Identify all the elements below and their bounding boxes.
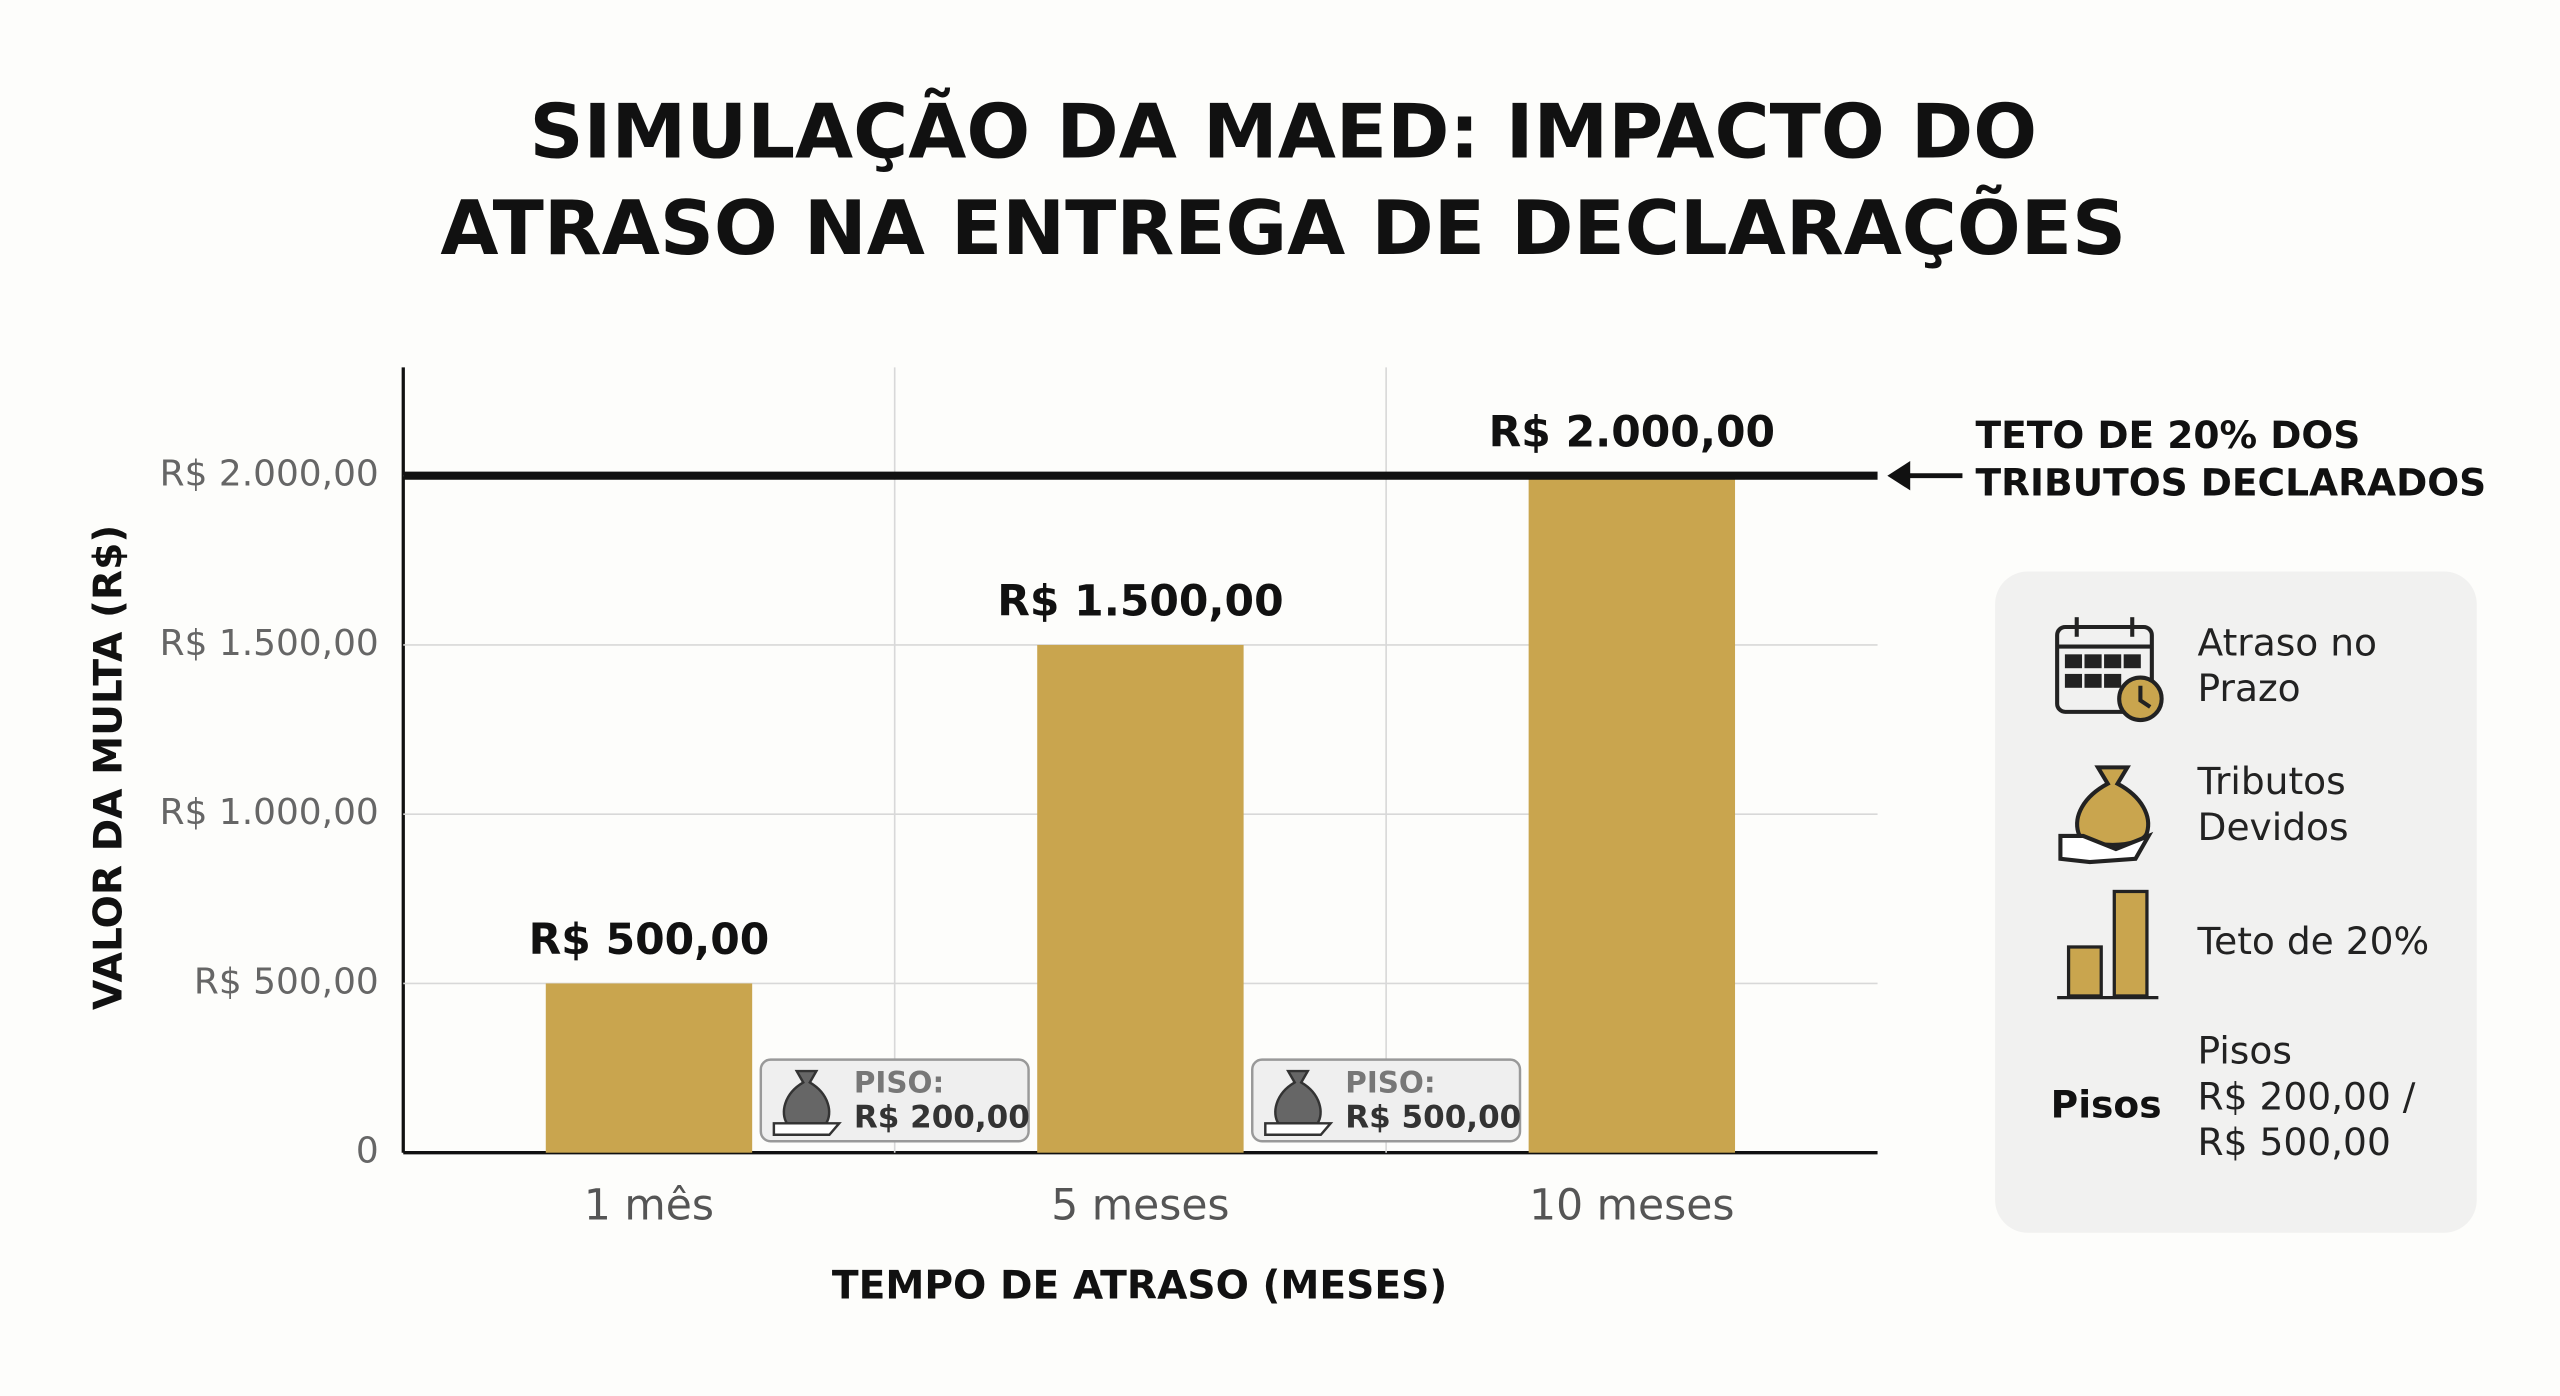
floor-label: PISO: xyxy=(854,1066,944,1100)
reference-label: TRIBUTOS DECLARADOS xyxy=(1976,460,2487,504)
reference-label: TETO DE 20% DOS xyxy=(1976,413,2361,457)
legend-box xyxy=(1995,571,2477,1233)
floor-label: PISO: xyxy=(1345,1066,1435,1100)
reference-arrowhead xyxy=(1887,461,1911,491)
bar xyxy=(545,983,753,1153)
legend-text: R$ 500,00 xyxy=(2198,1120,2391,1164)
y-tick-label: R$ 2.000,00 xyxy=(160,454,379,495)
y-tick-label: R$ 1.000,00 xyxy=(160,792,379,833)
bar xyxy=(1037,644,1244,1153)
floor-box: PISO:R$ 500,00 xyxy=(1251,1058,1521,1143)
legend-text: Pisos xyxy=(2198,1029,2292,1073)
y-tick-label: R$ 500,00 xyxy=(194,961,379,1002)
legend-text: Tributos xyxy=(2197,759,2346,803)
floor-icon-hand xyxy=(772,1122,842,1136)
y-tick-label: 0 xyxy=(356,1131,379,1172)
x-tick-label: 5 meses xyxy=(1051,1182,1229,1231)
legend-tag: Pisos xyxy=(2051,1082,2162,1126)
data-label: R$ 2.000,00 xyxy=(1489,408,1775,457)
y-tick-label: R$ 1.500,00 xyxy=(160,623,379,664)
legend-text: Devidos xyxy=(2198,805,2349,849)
y-axis-label: VALOR DA MULTA (R$) xyxy=(87,525,132,1010)
chart-title: ATRASO NA ENTREGA DE DECLARAÇÕES xyxy=(440,184,2126,272)
floor-icon-hand xyxy=(1264,1122,1334,1136)
x-axis-label: TEMPO DE ATRASO (MESES) xyxy=(832,1264,1447,1309)
floor-value: R$ 500,00 xyxy=(1345,1099,1521,1135)
chart-title: SIMULAÇÃO DA MAED: IMPACTO DO xyxy=(529,88,2037,176)
x-tick-label: 1 mês xyxy=(584,1182,714,1231)
legend-text: Prazo xyxy=(2198,666,2301,710)
bar xyxy=(1528,475,1736,1153)
x-tick-label: 10 meses xyxy=(1529,1182,1734,1231)
legend-text: Teto de 20% xyxy=(2197,919,2430,963)
legend-text: R$ 200,00 / xyxy=(2198,1074,2416,1118)
floor-box: PISO:R$ 200,00 xyxy=(759,1058,1030,1143)
data-label: R$ 500,00 xyxy=(529,916,770,965)
data-label: R$ 1.500,00 xyxy=(997,578,1283,627)
bars-icon xyxy=(2057,889,2159,1000)
money-bag-icon xyxy=(2058,765,2154,865)
calendar-icon xyxy=(2055,617,2164,723)
floor-value: R$ 200,00 xyxy=(854,1099,1030,1135)
legend-text: Atraso no xyxy=(2198,620,2377,664)
